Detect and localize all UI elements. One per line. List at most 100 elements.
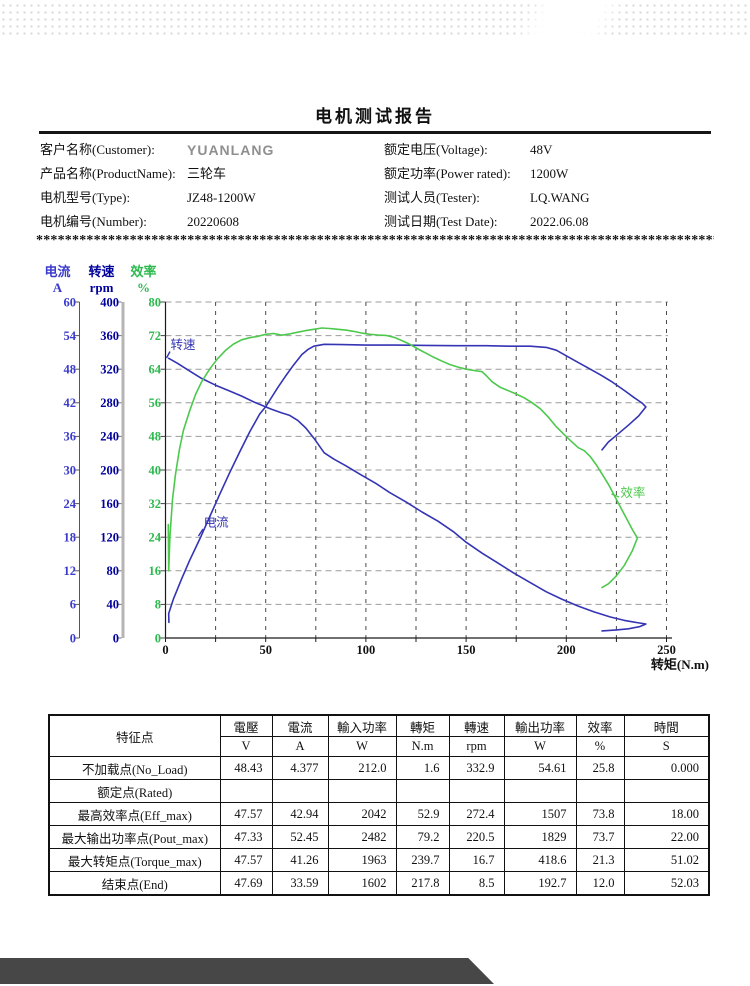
product-name-value: 三轮车 xyxy=(187,166,227,181)
value-cell: 51.02 xyxy=(623,848,710,872)
value-cell: 22.00 xyxy=(623,825,710,849)
value-cell: 54.61 xyxy=(503,756,577,780)
chart-text: 电流 xyxy=(204,516,230,530)
chart-text: 360 xyxy=(100,329,119,343)
voltage-label: 额定电压(Voltage): xyxy=(384,142,488,157)
value-cell: 220.5 xyxy=(448,825,505,849)
decor-halftone-band xyxy=(0,2,750,36)
chart-text: 200 xyxy=(557,643,576,657)
value-cell: 25.8 xyxy=(575,756,625,780)
column-header: 電流 xyxy=(271,714,329,737)
chart-text: 400 xyxy=(100,295,119,309)
value-cell: 79.2 xyxy=(395,825,450,849)
value-cell: 33.59 xyxy=(271,871,329,896)
value-cell: 332.9 xyxy=(448,756,505,780)
feature-point-label: 最大转矩点(Torque_max) xyxy=(48,848,221,872)
chart-text: 250 xyxy=(657,643,676,657)
chart-text: 0 xyxy=(162,643,168,657)
table-row: 最大输出功率点(Pout_max) 47.33 52.45 2482 79.2 220.5… xyxy=(48,825,710,849)
chart-text: 转速 xyxy=(171,337,197,352)
customer-label: 客户名称(Customer): xyxy=(40,142,155,157)
feature-point-label: 额定点(Rated) xyxy=(48,779,221,803)
chart-text: 0 xyxy=(113,631,119,645)
chart-text: 36 xyxy=(64,430,77,444)
value-cell xyxy=(219,779,273,803)
power-rated-label: 额定功率(Power rated): xyxy=(384,166,511,181)
customer-value: YUANLANG xyxy=(187,142,275,158)
column-unit: W xyxy=(327,736,397,757)
value-cell: 418.6 xyxy=(503,848,577,872)
value-cell: 8.5 xyxy=(448,871,505,896)
chart-text: 100 xyxy=(357,643,376,657)
value-cell: 192.7 xyxy=(503,871,577,896)
column-unit: rpm xyxy=(448,736,505,757)
column-header: 轉速 xyxy=(448,714,505,737)
torque-performance-chart: 电流 A 0 6 12 18 24 30 36 42 48 54 60 转速 rpm 0 40 80 120 160 2… xyxy=(0,248,750,694)
chart-svg: 电流A06121824303642485460转速rpm040801201602… xyxy=(44,264,709,672)
column-unit: A xyxy=(271,736,329,757)
motor-type-label: 电机型号(Type): xyxy=(40,190,131,205)
feature-point-table: 特征点 電壓 電流 輸入功率 轉矩 轉速 輸出功率 效率 時間 V A W N.m rpm W% S 不加载点(… xyxy=(48,714,710,896)
table-row: 结束点(End) 47.69 33.59 1602 217.8 8.5 192.7 12.0 5… xyxy=(48,871,710,896)
chart-text: 30 xyxy=(64,463,77,477)
asterisk-divider: ****************************************… xyxy=(36,233,714,248)
chart-text: 电流 xyxy=(44,264,70,279)
chart-text: 280 xyxy=(100,396,119,410)
value-cell: 52.9 xyxy=(395,802,450,826)
value-cell xyxy=(503,779,577,803)
chart-text: rpm xyxy=(90,280,114,295)
value-cell xyxy=(327,779,397,803)
power-rated-value: 1200W xyxy=(530,166,569,181)
curve-电流 xyxy=(167,343,647,624)
chart-text: 32 xyxy=(149,497,162,511)
chart-text: 60 xyxy=(64,295,77,309)
value-cell: 21.3 xyxy=(575,848,625,872)
chart-text: 16 xyxy=(149,564,162,578)
curve-效率 xyxy=(167,327,639,589)
chart-text: 120 xyxy=(100,531,119,545)
value-cell: 47.33 xyxy=(219,825,273,849)
value-cell: 239.7 xyxy=(395,848,450,872)
chart-text: 50 xyxy=(259,643,272,657)
motor-type-value: JZ48-1200W xyxy=(187,190,256,205)
page-title: 电机测试报告 xyxy=(315,107,435,126)
chart-text: 48 xyxy=(149,430,162,444)
curve-转速 xyxy=(167,357,647,632)
chart-text: % xyxy=(137,280,150,295)
value-cell: 16.7 xyxy=(448,848,505,872)
value-cell: 2482 xyxy=(327,825,397,849)
test-date-label: 测试日期(Test Date): xyxy=(384,214,498,229)
table-row: 额定点(Rated) xyxy=(48,779,710,803)
table-row: 不加载点(No_Load) 48.43 4.377 212.0 1.6 332.9 54.6… xyxy=(48,756,710,780)
chart-text: 160 xyxy=(100,497,119,511)
chart-text: 24 xyxy=(64,497,77,511)
chart-text: 54 xyxy=(64,329,77,343)
chart-text: A xyxy=(53,280,63,295)
value-cell: 1829 xyxy=(503,825,577,849)
value-cell: 2042 xyxy=(327,802,397,826)
chart-text: 效率 xyxy=(620,485,645,500)
value-cell: 1.6 xyxy=(395,756,450,780)
column-header: 輸入功率 xyxy=(327,714,397,737)
table-row: 最高效率点(Eff_max) 47.57 42.94 2042 52.9 272.4 150… xyxy=(48,802,710,826)
chart-text: 12 xyxy=(64,564,77,578)
value-cell: 12.0 xyxy=(575,871,625,896)
table-corner-header: 特征点 xyxy=(48,714,221,757)
motor-number-label: 电机编号(Number): xyxy=(40,214,147,229)
column-header: 轉矩 xyxy=(395,714,450,737)
column-unit: W xyxy=(503,736,577,757)
chart-text: 64 xyxy=(149,363,162,377)
chart-text: 80 xyxy=(107,564,120,578)
value-cell: 4.377 xyxy=(271,756,329,780)
value-cell xyxy=(623,779,710,803)
value-cell xyxy=(271,779,329,803)
chart-text: 24 xyxy=(149,531,162,545)
chart-text: 42 xyxy=(64,396,77,410)
motor-number-value: 20220608 xyxy=(187,214,239,229)
feature-point-label: 最大输出功率点(Pout_max) xyxy=(48,825,221,849)
chart-text: 40 xyxy=(149,463,162,477)
chart-text: 240 xyxy=(100,430,119,444)
value-cell: 41.26 xyxy=(271,848,329,872)
value-cell: 47.57 xyxy=(219,848,273,872)
